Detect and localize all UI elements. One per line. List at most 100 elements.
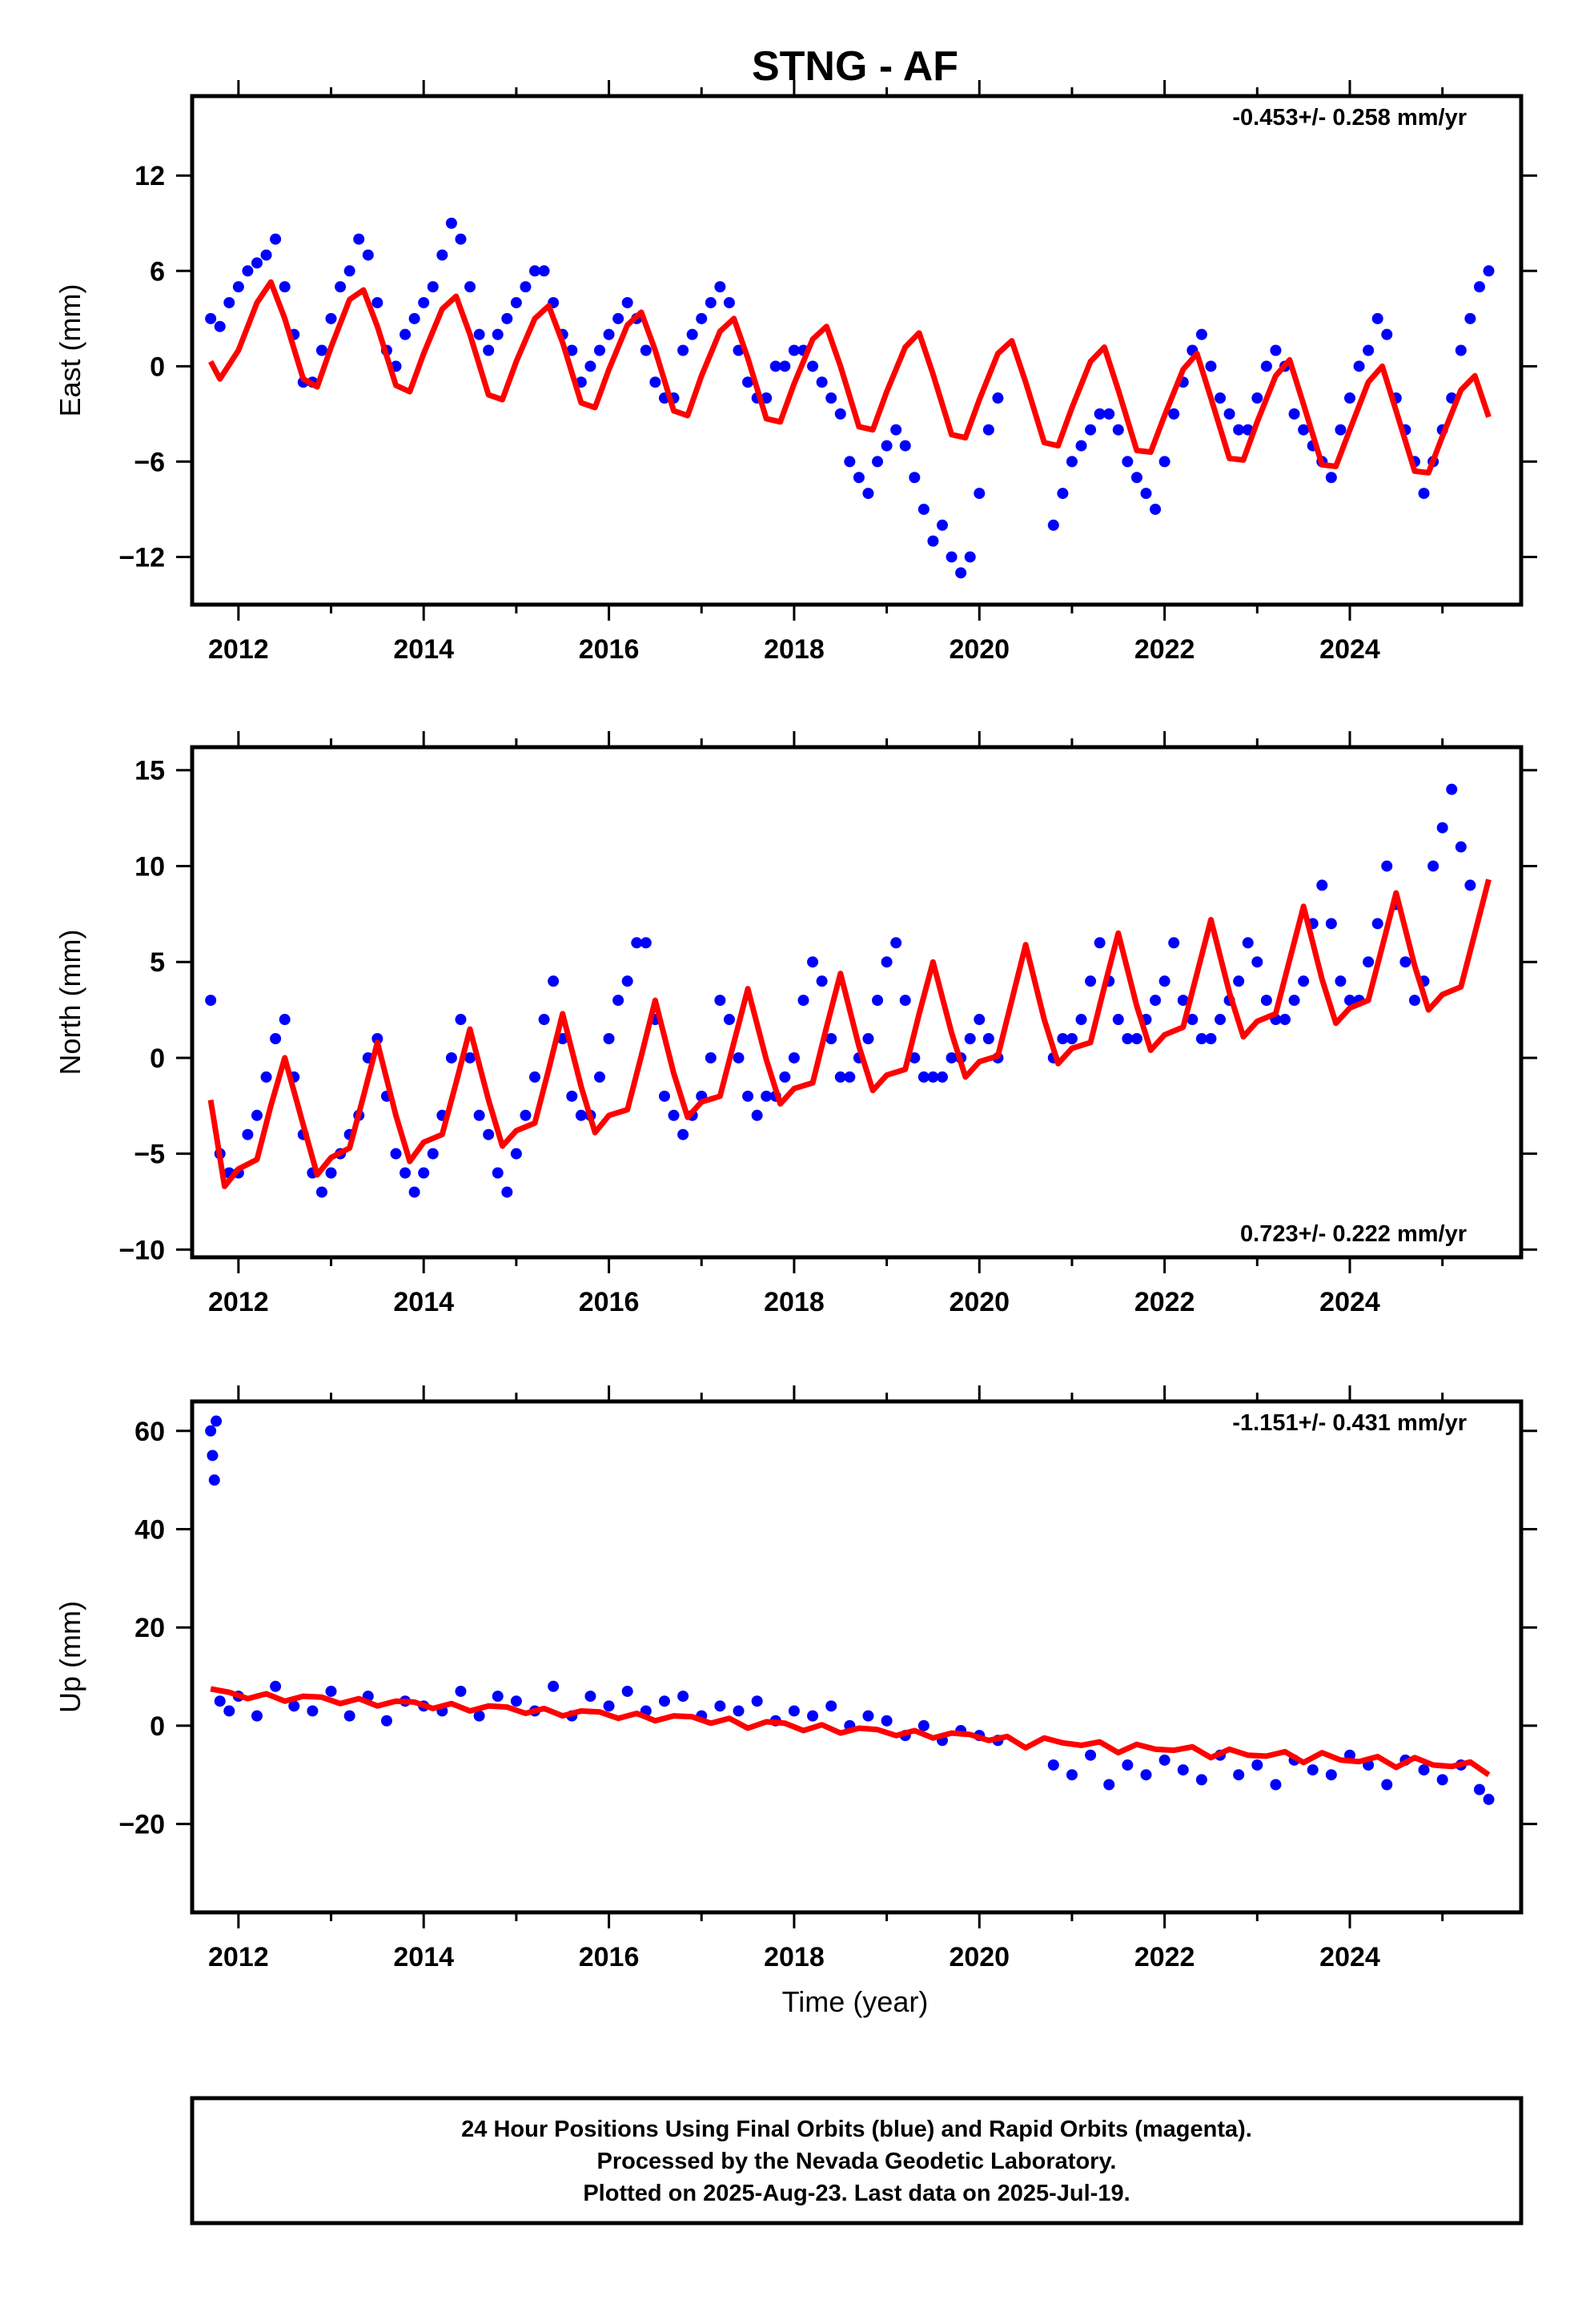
data-point xyxy=(1130,472,1142,484)
data-point xyxy=(483,1128,495,1140)
data-point xyxy=(1177,995,1189,1007)
data-point xyxy=(723,1014,735,1026)
data-point xyxy=(510,296,522,308)
data-point xyxy=(1057,1033,1069,1044)
data-point xyxy=(270,233,282,245)
data-point xyxy=(510,1695,522,1707)
data-point xyxy=(844,456,856,468)
data-point xyxy=(1122,1759,1134,1771)
data-point xyxy=(603,328,615,340)
data-point xyxy=(548,1680,560,1692)
data-point xyxy=(362,249,374,261)
data-point xyxy=(400,1167,412,1179)
data-point xyxy=(1195,328,1207,340)
data-point xyxy=(705,1051,717,1063)
data-point xyxy=(1195,1033,1207,1044)
data-point xyxy=(1436,1774,1448,1786)
data-point xyxy=(1464,312,1476,324)
data-point xyxy=(1066,1769,1078,1781)
y-tick-label: 60 xyxy=(135,1417,165,1447)
data-point xyxy=(483,344,495,356)
data-point xyxy=(548,975,560,987)
data-point xyxy=(1455,344,1467,356)
data-point xyxy=(270,1680,282,1692)
x-tick-label: 2022 xyxy=(1134,634,1195,665)
data-point xyxy=(1223,408,1235,420)
y-tick-label: −12 xyxy=(118,542,165,573)
data-point xyxy=(371,296,383,308)
data-point xyxy=(510,1148,522,1160)
data-point xyxy=(335,281,347,293)
data-point xyxy=(464,281,476,293)
data-point xyxy=(242,1128,254,1140)
data-point xyxy=(917,503,930,515)
data-point xyxy=(844,1071,856,1083)
data-point xyxy=(1483,1793,1495,1805)
x-tick-label: 2016 xyxy=(579,1287,640,1317)
data-point xyxy=(733,1051,745,1063)
y-tick-label: 20 xyxy=(135,1613,165,1643)
data-point xyxy=(325,312,337,324)
x-tick-label: 2022 xyxy=(1134,1287,1195,1317)
data-point xyxy=(1260,360,1272,372)
data-point xyxy=(1130,1033,1142,1044)
data-point xyxy=(964,551,976,563)
data-point xyxy=(251,1710,263,1722)
data-point xyxy=(584,360,596,372)
data-point xyxy=(714,995,726,1007)
data-point xyxy=(890,937,902,949)
data-point xyxy=(1085,975,1097,987)
data-point xyxy=(380,1715,392,1727)
data-point xyxy=(1325,1769,1337,1781)
data-point xyxy=(1251,956,1263,968)
data-point xyxy=(909,1051,921,1063)
data-point xyxy=(242,265,254,277)
y-axis-title: Up (mm) xyxy=(54,1601,86,1713)
x-tick-label: 2020 xyxy=(949,634,1010,665)
data-point xyxy=(917,1071,930,1083)
data-point xyxy=(640,344,652,356)
data-point xyxy=(974,488,986,500)
data-point xyxy=(927,1071,939,1083)
data-point xyxy=(1455,841,1467,853)
data-point xyxy=(1122,456,1134,468)
data-point xyxy=(733,1705,745,1717)
data-point xyxy=(853,472,865,484)
data-point xyxy=(816,376,828,388)
data-point xyxy=(538,265,550,277)
data-point xyxy=(566,1090,578,1102)
data-point xyxy=(1363,956,1375,968)
data-point xyxy=(270,1033,282,1044)
data-point xyxy=(677,1128,689,1140)
data-point xyxy=(1057,488,1069,500)
data-point xyxy=(677,1691,689,1703)
data-point xyxy=(964,1033,976,1044)
data-point xyxy=(1094,937,1106,949)
x-tick-label: 2024 xyxy=(1319,1287,1380,1317)
y-tick-label: 12 xyxy=(135,161,165,191)
data-point xyxy=(1325,472,1337,484)
data-point xyxy=(1270,1779,1282,1791)
x-tick-label: 2014 xyxy=(393,1942,454,1972)
data-point xyxy=(1399,956,1411,968)
data-point xyxy=(408,1186,420,1198)
data-point xyxy=(788,1051,800,1063)
data-point xyxy=(566,344,578,356)
data-point xyxy=(1335,975,1347,987)
data-point xyxy=(1473,1783,1485,1795)
data-point xyxy=(982,424,994,436)
data-point xyxy=(714,1700,726,1712)
x-tick-label: 2020 xyxy=(949,1942,1010,1972)
y-tick-label: 10 xyxy=(135,851,165,882)
data-point xyxy=(779,360,791,372)
data-point xyxy=(899,995,911,1007)
data-point xyxy=(260,1071,272,1083)
data-point xyxy=(1371,918,1383,930)
data-point xyxy=(1325,918,1337,930)
y-tick-label: −6 xyxy=(134,447,165,477)
data-point xyxy=(825,1700,837,1712)
velocity-rate-label: -0.453+/- 0.258 mm/yr xyxy=(1232,105,1467,131)
east-panel: 2012 2014 2016 2018 2020 2022 2024 12 6 0 −6 −12 Eas… xyxy=(54,80,1537,665)
data-point xyxy=(575,1109,587,1121)
data-point xyxy=(427,281,439,293)
